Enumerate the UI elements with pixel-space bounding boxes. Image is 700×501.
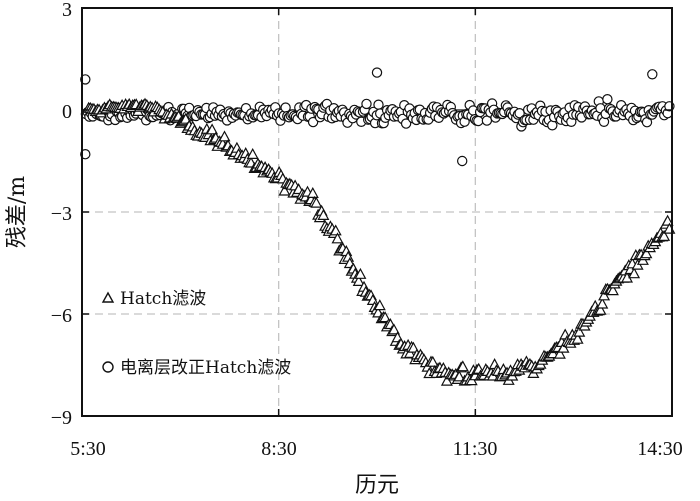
x-tick-label: 11:30 xyxy=(453,438,498,460)
data-point-circle xyxy=(473,115,484,127)
x-tick-label: 5:30 xyxy=(70,438,106,460)
data-point-circle xyxy=(361,98,372,110)
axis-ticks xyxy=(82,7,672,417)
legend-circle-marker xyxy=(102,361,114,373)
y-tick-label: −6 xyxy=(51,305,72,327)
data-point-triangle xyxy=(553,347,566,359)
data-point-circle xyxy=(371,67,383,78)
data-point-triangle xyxy=(306,186,319,198)
data-point-triangle xyxy=(387,323,401,335)
y-tick-label: 0 xyxy=(62,101,72,123)
data-point-triangle xyxy=(391,331,404,343)
data-point-triangle xyxy=(573,325,586,337)
data-point-circle xyxy=(647,69,658,80)
data-point-triangle xyxy=(354,267,367,279)
legend: Hatch滤波 电离层改正Hatch滤波 xyxy=(101,289,291,378)
data-point-triangle xyxy=(640,247,653,259)
data-point-circle xyxy=(373,99,384,110)
data-point-triangle xyxy=(206,123,219,135)
data-point-triangle xyxy=(317,208,330,220)
data-point-circle xyxy=(80,148,91,160)
data-point-circle xyxy=(602,93,613,105)
data-point-triangle xyxy=(179,112,192,124)
data-point-circle xyxy=(514,107,525,119)
data-point-circle xyxy=(307,116,319,128)
data-point-triangle xyxy=(594,303,607,315)
data-point-triangle xyxy=(379,311,392,323)
data-point-triangle xyxy=(373,299,386,311)
data-point-triangle xyxy=(403,346,416,358)
x-tick-label: 14:30 xyxy=(637,438,683,460)
data-point-triangle xyxy=(278,184,291,196)
data-point-triangle xyxy=(230,141,243,153)
data-point-circle xyxy=(80,74,91,85)
data-point-triangle xyxy=(453,370,466,382)
data-point-triangle xyxy=(310,196,323,208)
data-point-triangle xyxy=(571,332,584,344)
data-point-triangle xyxy=(246,147,259,159)
legend-triangle-marker xyxy=(101,291,115,303)
data-point-triangle xyxy=(331,232,344,244)
y-tick-label: −9 xyxy=(51,407,72,429)
legend-label-iono: 电离层改正Hatch滤波 xyxy=(120,358,291,378)
data-point-triangle xyxy=(329,224,342,236)
data-point-triangle xyxy=(352,274,365,286)
y-axis-title: 残差/m xyxy=(5,176,30,248)
y-tick-label: −3 xyxy=(51,203,72,225)
data-point-circle xyxy=(400,118,412,129)
legend-label-hatch: Hatch滤波 xyxy=(120,289,206,309)
data-point-triangle xyxy=(658,229,671,241)
series-hatch-filter xyxy=(82,97,676,386)
data-point-triangle xyxy=(596,297,609,309)
data-point-triangle xyxy=(218,130,231,142)
data-point-triangle xyxy=(407,341,420,353)
data-point-triangle xyxy=(598,289,611,301)
data-point-triangle xyxy=(606,284,619,296)
x-tick-label: 8:30 xyxy=(261,438,297,460)
data-point-triangle xyxy=(456,360,469,372)
data-point-triangle xyxy=(426,355,439,367)
y-tick-label: 3 xyxy=(62,0,72,21)
data-point-triangle xyxy=(628,267,641,279)
data-point-circle xyxy=(457,155,468,167)
data-point-triangle xyxy=(661,214,674,226)
x-axis-title: 历元 xyxy=(355,473,399,498)
